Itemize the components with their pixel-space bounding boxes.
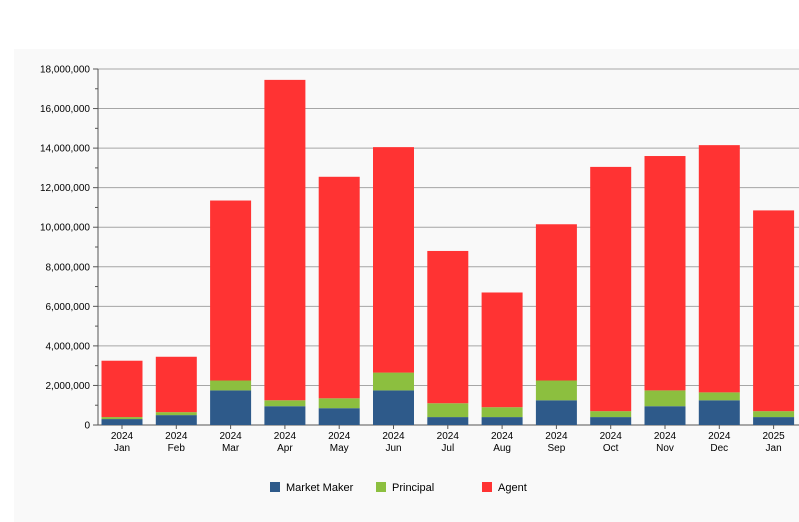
bar-segment-agent xyxy=(101,360,143,418)
y-tick-label: 14,000,000 xyxy=(40,144,90,155)
bar-segment-market-maker xyxy=(101,419,143,425)
bar-segment-agent xyxy=(698,145,740,393)
x-tick-label-month: Jun xyxy=(385,443,401,454)
bar-segment-principal xyxy=(373,372,414,391)
bar-segment-market-maker xyxy=(698,400,740,425)
y-tick-label: 6,000,000 xyxy=(46,302,91,313)
x-tick-label-month: Aug xyxy=(493,443,511,454)
bar-segment-agent xyxy=(373,147,414,373)
bar-segment-market-maker xyxy=(427,417,469,425)
bar-segment-agent xyxy=(535,224,577,381)
bar-segment-market-maker xyxy=(373,390,414,425)
x-tick-label-year: 2024 xyxy=(600,431,623,442)
y-tick-label: 18,000,000 xyxy=(40,65,90,76)
y-tick-label: 12,000,000 xyxy=(40,183,90,194)
x-tick-label-month: Nov xyxy=(656,443,674,454)
legend-swatch-principal xyxy=(376,482,386,492)
bar-segment-market-maker xyxy=(535,400,577,425)
x-tick-label-month: May xyxy=(330,443,349,454)
bar-segment-market-maker xyxy=(590,417,632,425)
x-tick-label-year: 2024 xyxy=(382,431,405,442)
bar-segment-agent xyxy=(318,176,360,399)
x-tick-label-year: 2024 xyxy=(545,431,568,442)
bar-segment-agent xyxy=(155,356,197,413)
x-tick-label-year: 2024 xyxy=(219,431,242,442)
x-tick-label-month: Jul xyxy=(441,443,454,454)
bar-segment-agent xyxy=(481,292,523,408)
bars xyxy=(101,79,795,425)
y-tick-label: 8,000,000 xyxy=(46,262,91,273)
legend-label: Agent xyxy=(498,482,527,494)
bar-segment-principal xyxy=(210,380,252,391)
stacked-bar-chart: 0 2,000,000 4,000,000 6,000,000 8,000,000 10,… xyxy=(40,65,799,494)
x-tick-label-year: 2024 xyxy=(708,431,731,442)
x-tick-label-year: 2024 xyxy=(437,431,460,442)
legend-label: Market Maker xyxy=(286,482,354,494)
bar-segment-market-maker xyxy=(481,417,523,425)
x-tick-label-year: 2024 xyxy=(111,431,134,442)
x-tick-label-year: 2024 xyxy=(491,431,514,442)
bar-segment-agent xyxy=(264,79,306,401)
bar-segment-market-maker xyxy=(210,390,252,425)
bar-segment-principal xyxy=(590,411,632,418)
x-tick-label-year: 2024 xyxy=(654,431,677,442)
x-tick-label-month: Oct xyxy=(603,443,619,454)
bar-segment-market-maker xyxy=(264,406,306,425)
bar-segment-principal xyxy=(644,390,686,407)
x-tick-label-month: Feb xyxy=(168,443,186,454)
x-tick-label-year: 2025 xyxy=(762,431,785,442)
bar-segment-principal xyxy=(753,411,795,418)
bar-segment-market-maker xyxy=(644,406,686,425)
x-tick-label-month: Dec xyxy=(710,443,728,454)
y-axis-tick-labels: 0 2,000,000 4,000,000 6,000,000 8,000,000 10,… xyxy=(40,65,91,432)
y-tick-label: 4,000,000 xyxy=(46,341,91,352)
x-axis-tick-labels: 2024Jan2024Feb2024Mar2024Apr2024May2024J… xyxy=(111,431,785,454)
legend-label: Principal xyxy=(392,482,434,494)
x-tick-label-year: 2024 xyxy=(165,431,188,442)
x-tick-label-year: 2024 xyxy=(328,431,351,442)
x-tick-label-month: Jan xyxy=(114,443,130,454)
bar-segment-agent xyxy=(590,166,632,412)
bar-segment-principal xyxy=(155,412,197,416)
x-tick-label-month: Mar xyxy=(222,443,240,454)
legend-swatch-market-maker xyxy=(270,482,280,492)
y-tick-label: 10,000,000 xyxy=(40,223,90,234)
bar-segment-principal xyxy=(318,398,360,409)
bar-segment-principal xyxy=(101,417,143,420)
legend-swatch-agent xyxy=(482,482,492,492)
bar-segment-principal xyxy=(427,403,469,418)
chart-panel: 0 2,000,000 4,000,000 6,000,000 8,000,000 10,… xyxy=(14,49,799,522)
bar-segment-agent xyxy=(210,200,252,381)
bar-segment-principal xyxy=(264,400,306,407)
x-tick-label-month: Jan xyxy=(766,443,782,454)
bar-segment-agent xyxy=(427,250,469,404)
bar-segment-principal xyxy=(481,407,523,418)
x-tick-label-month: Apr xyxy=(277,443,293,454)
bar-segment-principal xyxy=(535,380,577,401)
bar-segment-market-maker xyxy=(753,417,795,425)
x-tick-label-month: Sep xyxy=(548,443,566,454)
bar-segment-agent xyxy=(644,156,686,391)
legend: Market Maker Principal Agent xyxy=(270,482,527,494)
y-tick-label: 0 xyxy=(84,421,90,432)
x-tick-label-year: 2024 xyxy=(274,431,297,442)
y-tick-label: 2,000,000 xyxy=(46,381,91,392)
bar-segment-principal xyxy=(698,392,740,401)
bar-segment-agent xyxy=(753,210,795,412)
y-tick-label: 16,000,000 xyxy=(40,104,90,115)
bar-segment-market-maker xyxy=(318,408,360,425)
bar-segment-market-maker xyxy=(155,415,197,425)
